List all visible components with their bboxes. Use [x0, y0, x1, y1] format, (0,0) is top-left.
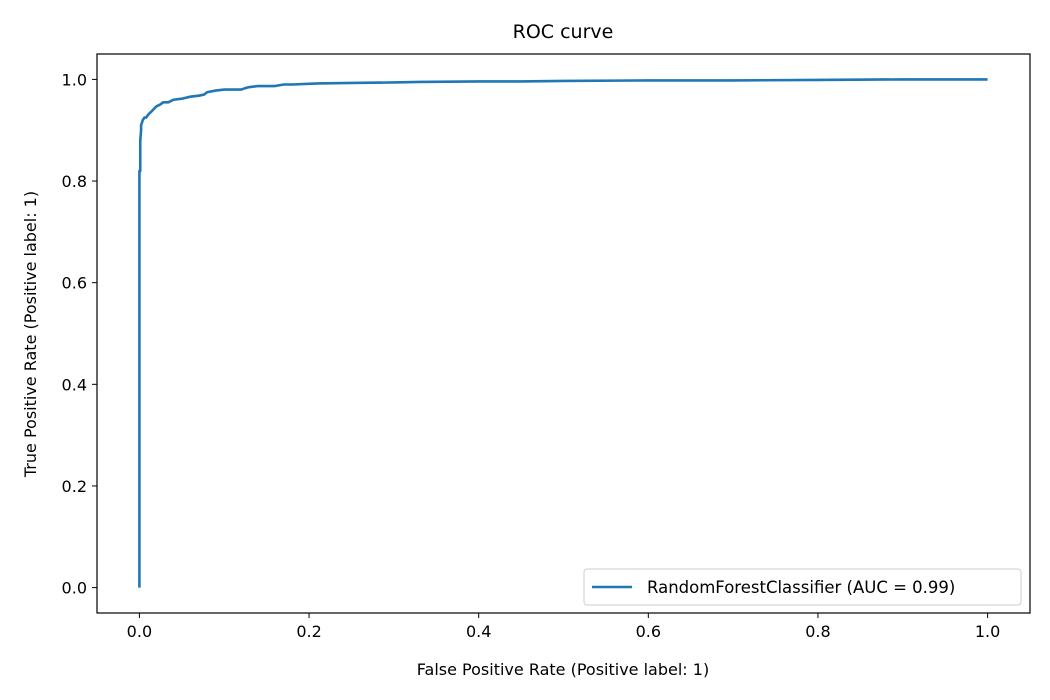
x-tick-label: 1.0 — [975, 622, 1000, 641]
x-tick-label: 0.2 — [296, 622, 321, 641]
axes-frame — [96, 53, 1031, 614]
x-axis-label: False Positive Rate (Positive label: 1) — [417, 660, 709, 679]
y-axis: 0.0 0.2 0.4 0.6 0.8 1.0 — [62, 70, 97, 598]
y-tick-label: 0.6 — [62, 274, 87, 293]
x-tick-label: 0.0 — [127, 622, 152, 641]
chart-title: ROC curve — [513, 21, 614, 43]
y-tick-label: 1.0 — [62, 70, 87, 89]
legend-box — [583, 568, 1022, 606]
y-tick-label: 0.4 — [62, 375, 87, 394]
legend-label: RandomForestClassifier (AUC = 0.99) — [647, 578, 955, 597]
y-tick-label: 0.0 — [62, 579, 87, 598]
x-tick-label: 0.4 — [466, 622, 491, 641]
roc-series-line — [138, 78, 988, 588]
y-tick-label: 0.2 — [62, 477, 87, 496]
x-tick-label: 0.6 — [636, 622, 661, 641]
y-axis-label: True Positive Rate (Positive label: 1) — [21, 191, 40, 478]
x-tick-label: 0.8 — [805, 622, 830, 641]
x-axis: 0.0 0.2 0.4 0.6 0.8 1.0 — [127, 613, 1000, 641]
plot-area — [138, 78, 988, 588]
y-tick-label: 0.8 — [62, 172, 87, 191]
legend: RandomForestClassifier (AUC = 0.99) — [583, 568, 1022, 606]
